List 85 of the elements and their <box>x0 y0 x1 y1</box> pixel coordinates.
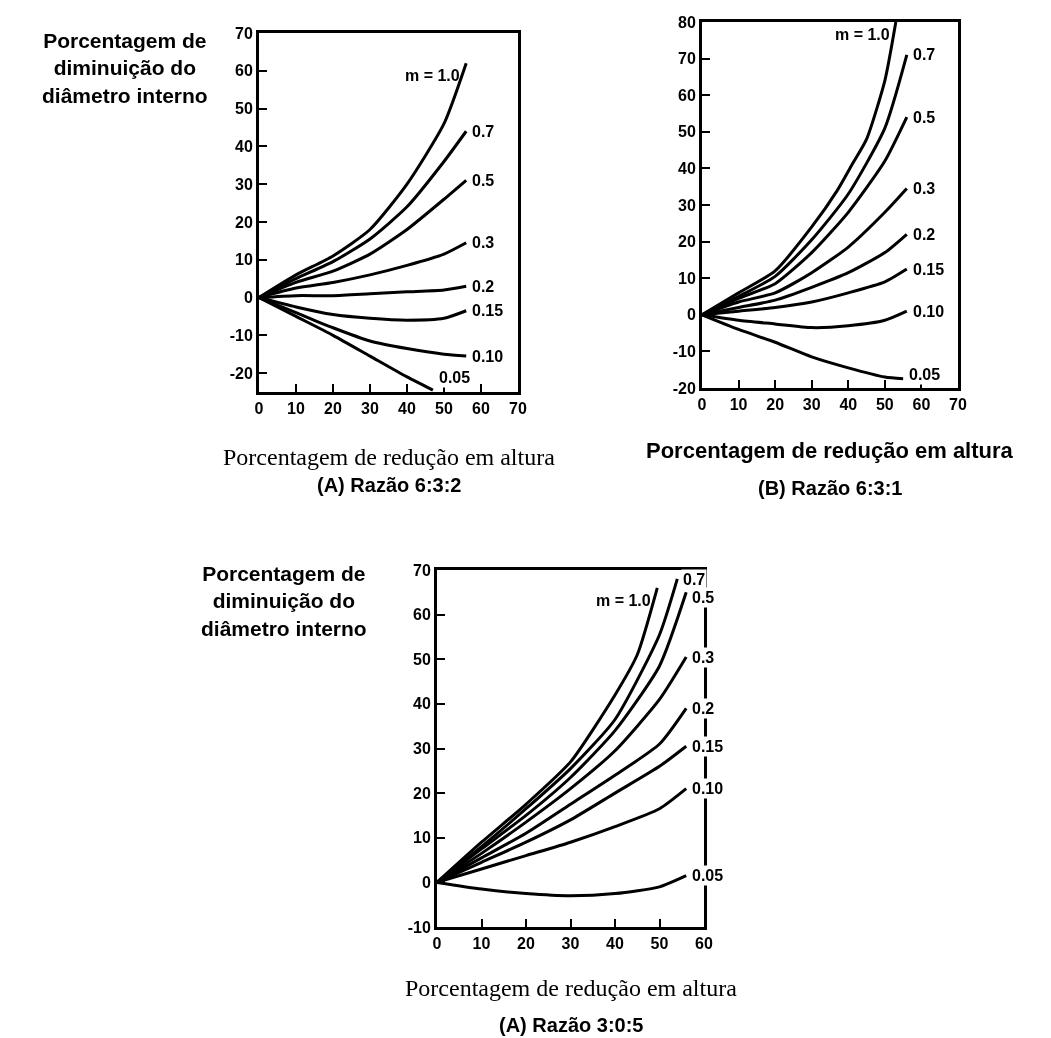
x-tick-label: 40 <box>398 400 416 418</box>
x-tick-label: 30 <box>802 396 821 414</box>
series-label: 0.7 <box>683 571 706 588</box>
y-tick-label: 80 <box>678 13 696 31</box>
x-axis-title: Porcentagem de redução em altura <box>405 975 738 1001</box>
series-label: 0.05 <box>439 369 471 386</box>
y-tick-label: 50 <box>235 100 253 118</box>
x-tick-label: 30 <box>561 935 580 953</box>
y-axis-title: Porcentagem de diminuição do diâmetro interno <box>201 562 367 640</box>
x-axis-title: Porcentagem de redução em altura <box>223 444 556 470</box>
x-tick-label: 0 <box>697 396 707 414</box>
y-tick-label: 70 <box>678 50 696 68</box>
y-tick-label: 40 <box>235 137 253 155</box>
y-tick-label: -20 <box>229 364 253 382</box>
x-tick-label: 20 <box>324 400 342 418</box>
y-tick-label: -10 <box>672 343 696 360</box>
y-tick-label: 20 <box>235 213 253 231</box>
y-tick-label: -10 <box>229 326 253 344</box>
x-tick-label: 50 <box>650 935 669 953</box>
x-tick-label: 40 <box>839 396 858 414</box>
y-tick-label: 40 <box>678 160 696 177</box>
series-label: 0.10 <box>913 303 945 320</box>
series-label: 0.7 <box>913 46 936 63</box>
series-label: 0.3 <box>472 234 495 251</box>
y-tick-label: 70 <box>235 24 253 42</box>
y-tick-label: 30 <box>413 740 431 758</box>
text: (B) Razão 6:3:1 <box>758 477 903 499</box>
series-label: 0.05 <box>909 366 941 383</box>
series-label: 0.3 <box>913 180 936 197</box>
series-label: 0.15 <box>692 738 724 755</box>
y-tick-label: 0 <box>421 873 431 891</box>
y-tick-label: 10 <box>413 829 431 847</box>
x-tick-label: 20 <box>766 396 785 414</box>
y-tick-label: 30 <box>235 175 253 193</box>
text: (A) Razão 3:0:5 <box>499 1014 644 1036</box>
x-axis-title: Porcentagem de redução em altura <box>646 438 1014 463</box>
series-label: 0.2 <box>472 278 495 295</box>
y-tick-label: 0 <box>686 306 696 324</box>
x-tick-label: 60 <box>472 400 490 418</box>
y-tick-label: 0 <box>243 289 253 307</box>
series-label: 0.3 <box>692 649 715 666</box>
y-tick-label: 60 <box>235 62 253 80</box>
x-tick-label: 20 <box>517 935 535 953</box>
y-tick-label: 60 <box>413 606 431 624</box>
y-tick-label: 50 <box>413 650 431 668</box>
series-label: 0.05 <box>692 867 724 884</box>
series-label: m = 1.0 <box>835 26 890 43</box>
series-label: 0.5 <box>692 589 715 606</box>
y-tick-label: -20 <box>672 379 696 397</box>
y-axis-title: Porcentagem de diminuição do diâmetro interno <box>42 29 208 107</box>
series-label: 0.2 <box>692 700 715 717</box>
x-tick-label: 50 <box>435 400 453 418</box>
y-tick-label: 50 <box>678 123 696 141</box>
x-tick-label: 30 <box>361 400 379 418</box>
series-label: 0.7 <box>472 123 495 140</box>
series-label: 0.5 <box>913 109 936 126</box>
series-label: 0.5 <box>472 172 495 189</box>
y-tick-label: 40 <box>413 695 431 713</box>
x-tick-label: 70 <box>509 400 527 418</box>
x-tick-label: 60 <box>912 396 931 414</box>
series-label: 0.15 <box>913 261 945 278</box>
y-tick-label: 30 <box>678 196 696 214</box>
series-label: 0.2 <box>913 226 936 243</box>
text: (A) Razão 6:3:2 <box>317 474 462 496</box>
y-tick-label: 10 <box>235 251 253 269</box>
x-tick-label: 70 <box>949 396 967 414</box>
series-label: 0.10 <box>692 780 724 797</box>
y-tick-label: 10 <box>678 269 696 287</box>
series-label: m = 1.0 <box>405 67 460 84</box>
y-tick-label: 60 <box>678 86 696 104</box>
x-tick-label: 10 <box>472 935 491 953</box>
x-tick-label: 0 <box>432 935 442 953</box>
x-tick-label: 60 <box>695 935 713 953</box>
y-tick-label: -10 <box>407 918 431 936</box>
series-label: 0.15 <box>472 302 504 319</box>
x-tick-label: 10 <box>287 400 305 418</box>
x-tick-label: 40 <box>606 935 624 953</box>
series-label: m = 1.0 <box>596 592 651 609</box>
x-tick-label: 10 <box>729 396 748 414</box>
x-tick-label: 0 <box>254 400 264 418</box>
y-tick-label: 70 <box>413 561 431 579</box>
y-tick-label: 20 <box>413 784 431 802</box>
y-tick-label: 20 <box>678 233 696 251</box>
series-label: 0.10 <box>472 348 504 365</box>
x-tick-label: 50 <box>875 396 894 414</box>
